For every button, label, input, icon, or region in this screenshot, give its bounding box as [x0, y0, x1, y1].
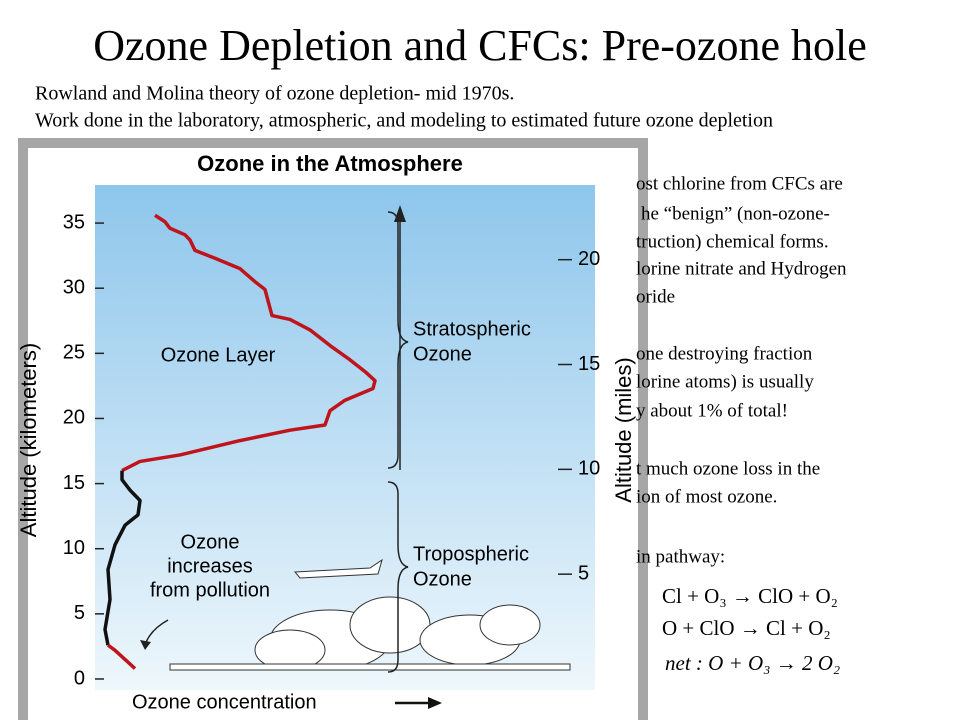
annotation: Ozone Layer — [161, 344, 276, 366]
y2-tick-label: 10 — [578, 458, 600, 480]
chart-title: Ozone in the Atmosphere — [197, 151, 463, 176]
y-tick-label: 10 — [63, 537, 85, 559]
y2-tick-label: 5 — [578, 562, 589, 584]
note-line: lorine atoms) is usually — [636, 371, 814, 392]
y-tick-label: 5 — [74, 602, 85, 624]
slide-title: Ozone Depletion and CFCs: Pre-ozone hole — [93, 21, 867, 70]
annotation: increases — [167, 555, 253, 577]
equation: O + ClO → Cl + O₂ — [662, 616, 831, 640]
ozone-profile — [121, 213, 377, 473]
y-tick-label: 30 — [63, 276, 85, 298]
figure-frame — [18, 138, 648, 720]
equation: Cl + O₃ → ClO + O₂ — [662, 584, 838, 608]
y2-axis-label: Altitude (miles) — [611, 357, 636, 502]
ozone-profile — [103, 470, 142, 646]
note-line: ost chlorine from CFCs are — [636, 173, 843, 194]
note-line: truction) chemical forms. — [636, 231, 829, 252]
note-line: lorine nitrate and Hydrogen — [636, 258, 847, 279]
airplane — [293, 558, 383, 579]
ozone-profile — [106, 643, 137, 670]
clouds — [169, 596, 571, 671]
note-line: t much ozone loss in the — [636, 458, 820, 479]
y2-tick-label: 15 — [578, 353, 600, 375]
note-line: one destroying fraction — [636, 343, 813, 364]
x-axis-label: Ozone concentration — [132, 691, 317, 713]
y2-tick-label: 20 — [578, 248, 600, 270]
note-line: oride — [636, 286, 675, 307]
y-tick-label: 25 — [63, 342, 85, 364]
notes: ost chlorine from CFCs are he “benign” (n… — [636, 173, 847, 674]
y-tick-label: 15 — [63, 472, 85, 494]
equation: net : O + O₃ → 2 O₂ — [665, 651, 840, 675]
figure: Ozone in the Atmosphere Ozone concentrat… — [16, 138, 648, 720]
annotation: Tropospheric — [413, 543, 529, 565]
arrow-head — [428, 697, 442, 709]
y-tick-label: 35 — [63, 211, 85, 233]
y-axis-label: Altitude (kilometers) — [16, 343, 41, 537]
brace — [387, 481, 409, 673]
arrow-head — [140, 640, 151, 650]
note-line: in pathway: — [636, 546, 725, 567]
y-tick-label: 20 — [63, 407, 85, 429]
note-line: ion of most ozone. — [636, 486, 777, 507]
annotation: Stratospheric — [413, 318, 531, 340]
annotation: Ozone — [181, 531, 240, 553]
annotation: Ozone — [413, 343, 472, 365]
annotation: from pollution — [150, 579, 270, 601]
brace — [387, 211, 409, 469]
note-line: y about 1% of total! — [636, 400, 788, 421]
subtitle-line: Rowland and Molina theory of ozone deple… — [35, 83, 514, 105]
subtitle-line: Work done in the laboratory, atmospheric… — [35, 110, 773, 132]
note-line: he “benign” (non-ozone- — [641, 203, 830, 224]
annotation: Ozone — [413, 568, 472, 590]
y-tick-label: 0 — [74, 667, 85, 689]
